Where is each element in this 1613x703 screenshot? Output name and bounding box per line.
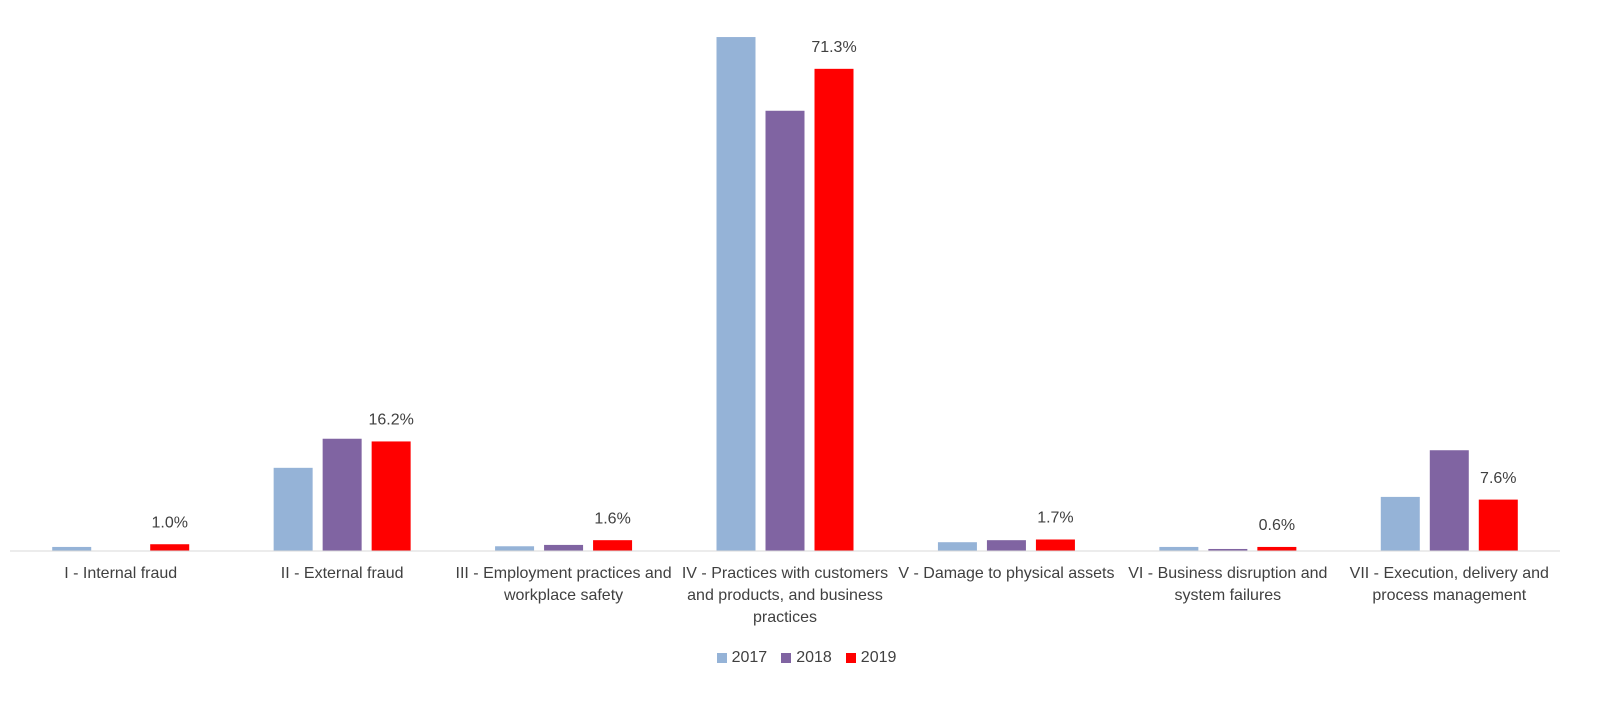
data-label: 71.3%: [811, 39, 856, 56]
x-tick-label: II - External fraud: [280, 565, 404, 582]
bar: [495, 546, 535, 551]
bar: [986, 540, 1026, 551]
legend-item: 2017: [716, 649, 768, 667]
bar: [544, 544, 584, 551]
data-label: 7.6%: [1480, 470, 1516, 487]
x-tick-label: IV - Practices with customers and produc…: [681, 565, 889, 626]
bar: [814, 68, 854, 552]
data-label: 16.2%: [368, 412, 413, 429]
bar: [1035, 539, 1075, 551]
legend-swatch: [781, 653, 792, 663]
bar: [1159, 546, 1199, 551]
data-label: 1.7%: [1037, 510, 1073, 527]
bar: [765, 110, 805, 551]
bar: [322, 438, 362, 551]
bar: [1208, 548, 1248, 551]
bar: [593, 540, 633, 551]
bar: [937, 542, 977, 551]
bar: [371, 441, 411, 551]
x-tick-label: VII - Execution, delivery and process ma…: [1349, 565, 1549, 604]
bar: [1257, 546, 1297, 551]
legend-label: 2019: [860, 649, 897, 666]
bar: [716, 37, 756, 552]
bar: [150, 544, 190, 551]
bar: [1380, 496, 1420, 551]
bar: [1478, 499, 1518, 551]
x-tick-label: I - Internal fraud: [64, 565, 178, 582]
legend-item: 2019: [845, 649, 897, 667]
data-label: 0.6%: [1259, 517, 1295, 534]
legend-item: 2018: [781, 649, 832, 667]
x-tick-label: V - Damage to physical assets: [898, 565, 1115, 582]
legend-swatch: [845, 653, 856, 663]
bar: [52, 546, 92, 551]
legend-swatch: [716, 653, 727, 663]
bar: [273, 467, 313, 551]
data-label: 1.0%: [151, 514, 187, 531]
data-label: 1.6%: [594, 510, 630, 527]
x-tick-label: VI - Business disruption and system fail…: [1128, 565, 1328, 604]
legend-label: 2018: [796, 649, 832, 666]
bar: [1429, 450, 1469, 551]
legend: 2017 2018 2019: [0, 649, 1613, 667]
legend-label: 2017: [731, 649, 768, 666]
x-tick-label: III - Employment practices and workplace…: [455, 565, 672, 604]
